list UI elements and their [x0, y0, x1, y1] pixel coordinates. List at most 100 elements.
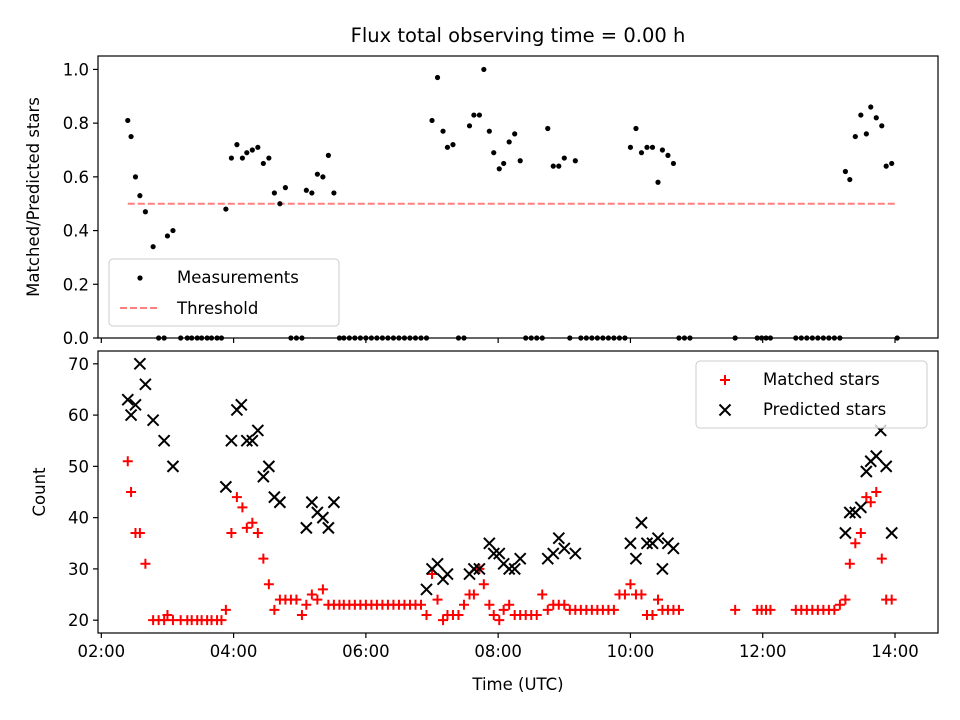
predicted-star-point [885, 526, 898, 540]
bottom-x-axis: 02:00 04:00 06:00 08:00 10:00 12:00 14:00 [78, 633, 919, 661]
predicted-star-point [262, 460, 276, 473]
y-tick-label: 20 [68, 611, 89, 630]
bottom-y-axis-label: Count [30, 467, 49, 517]
matched-star-point [559, 599, 570, 610]
predicted-star-point [483, 537, 496, 550]
matched-star-point [231, 492, 242, 503]
measurement-point [150, 244, 156, 250]
matched-star-point [159, 615, 170, 626]
matched-star-point [134, 528, 145, 539]
predicted-star-point [839, 526, 852, 540]
measurement-point [132, 174, 139, 180]
predicted-star-point [257, 470, 270, 483]
y-tick-label: 1.0 [63, 60, 89, 79]
measurement-point [481, 66, 487, 73]
predicted-star-point [640, 537, 654, 550]
predicted-star-point [133, 357, 147, 371]
matched-star-point [730, 604, 741, 615]
matched-star-point [427, 569, 438, 580]
measurement-point [434, 74, 441, 81]
measurement-point [506, 139, 512, 145]
measurement-point [561, 155, 567, 161]
matched-star-point [765, 604, 776, 615]
matched-star-point [252, 528, 263, 539]
measurement-point [512, 131, 518, 137]
measurement-point [444, 144, 451, 150]
measurement-point [638, 150, 645, 156]
measurement-point [440, 128, 446, 134]
predicted-star-point [651, 531, 665, 545]
x-tick-label: 04:00 [210, 642, 258, 661]
top-y-axis-label: Matched/Predicted stars [24, 97, 43, 297]
measurement-point [142, 209, 149, 215]
matched-star-point [421, 610, 432, 621]
y-tick-label: 40 [68, 509, 89, 528]
measurement-point [282, 185, 289, 191]
measurement-point [649, 144, 656, 150]
measurement-point [655, 179, 661, 185]
measurement-point [170, 227, 176, 234]
matched-star-point [317, 584, 328, 595]
chart-title: Flux total observing time = 0.00 h [351, 24, 686, 47]
matched-star-point [263, 579, 274, 590]
bottom-x-axis-label: Time (UTC) [471, 675, 563, 694]
predicted-star-point [139, 378, 152, 391]
matched-star-point [531, 610, 542, 621]
y-tick-label: 0.0 [63, 329, 89, 348]
matched-star-point [478, 579, 489, 590]
y-tick-label: 30 [68, 560, 89, 579]
bottom-plot-area [121, 357, 898, 626]
measurement-point [659, 147, 666, 153]
matched-star-point [237, 502, 248, 513]
matched-star-point [647, 610, 658, 621]
measurement-point [501, 160, 507, 167]
measurement-point [309, 190, 315, 196]
predicted-star-point [322, 521, 335, 535]
measurement-point [471, 112, 477, 118]
measurement-point [234, 142, 240, 148]
predicted-star-point [225, 434, 238, 447]
legend-marker-measurements [137, 275, 143, 281]
measurement-point [550, 163, 556, 169]
matched-star-point [653, 594, 663, 605]
predicted-star-point [251, 424, 265, 437]
measurement-point [125, 117, 131, 124]
predicted-star-point [431, 557, 444, 570]
measurement-point [633, 125, 639, 132]
measurement-point [491, 150, 497, 156]
matched-star-point [216, 615, 227, 626]
legend-label-predicted-stars: Predicted stars [763, 400, 886, 419]
matched-star-point [258, 553, 269, 564]
measurement-point [277, 201, 283, 207]
bottom-legend: Matched stars Predicted stars [695, 360, 928, 429]
x-tick-label: 02:00 [78, 642, 126, 661]
measurement-point [255, 144, 261, 150]
legend-label-matched-stars: Matched stars [763, 370, 880, 389]
top-x-ticks [100, 338, 896, 343]
measurement-point [556, 163, 562, 169]
top-legend: Measurements Threshold [108, 258, 340, 327]
matched-star-point [438, 615, 449, 626]
measurement-point [852, 133, 858, 140]
measurement-point [486, 128, 492, 134]
matched-star-point [861, 492, 872, 503]
matched-star-point [608, 604, 619, 615]
legend-marker-matched-stars [720, 375, 730, 385]
legend-x-glyph [718, 403, 732, 417]
predicted-star-point [124, 408, 138, 422]
measurement-point [545, 125, 551, 132]
measurement-point [858, 112, 864, 118]
y-tick-label: 0.2 [63, 275, 89, 294]
measurement-point [137, 193, 143, 199]
y-tick-label: 50 [68, 457, 89, 476]
measurement-point [863, 131, 869, 137]
measurement-point [128, 133, 134, 140]
measurement-point [314, 171, 320, 177]
measurement-point [260, 160, 266, 167]
predicted-star-point [219, 480, 233, 494]
measurement-point [847, 176, 853, 183]
predicted-star-point [316, 511, 330, 524]
matched-star-point [619, 589, 630, 600]
measurement-point [320, 174, 326, 180]
predicted-star-point [629, 552, 643, 565]
